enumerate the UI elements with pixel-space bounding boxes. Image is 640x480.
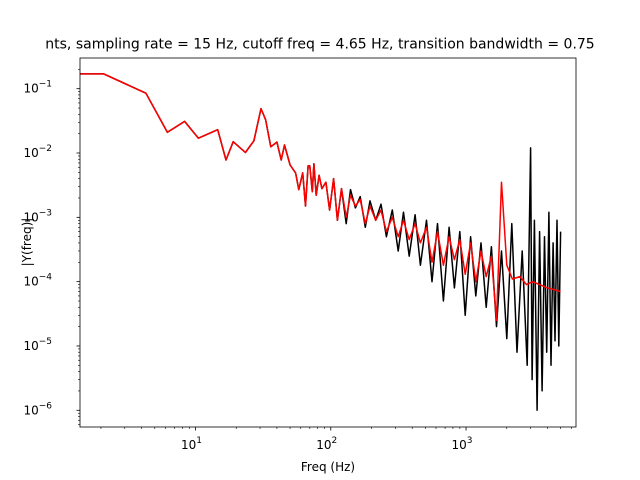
series-layer [80,73,562,412]
x-axis-label: Freq (Hz) [301,460,355,474]
plot-frame [79,57,577,428]
y-axis-label: |Y(freq)| [20,218,34,267]
series-line-2 [80,73,561,322]
chart-title: nts, sampling rate = 15 Hz, cutoff freq … [45,37,594,53]
